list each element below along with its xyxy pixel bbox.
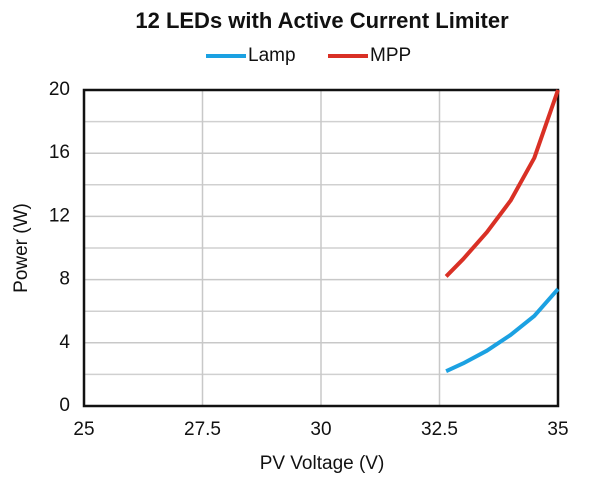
x-axis-label: PV Voltage (V) — [260, 453, 385, 474]
y-tick-label: 4 — [59, 332, 70, 353]
legend-label: MPP — [370, 45, 411, 66]
x-tick-label: 25 — [73, 419, 94, 440]
x-tick-label: 35 — [547, 419, 568, 440]
y-axis-label: Power (W) — [11, 203, 32, 293]
series-line — [445, 287, 560, 374]
series-line — [444, 89, 560, 278]
x-tick-label: 27.5 — [184, 419, 221, 440]
plot-frame — [82, 88, 560, 408]
y-tick-label: 0 — [59, 395, 70, 416]
y-tick-label: 20 — [49, 79, 70, 100]
legend-label: Lamp — [248, 45, 296, 66]
y-tick-label: 16 — [49, 142, 70, 163]
chart-title: 12 LEDs with Active Current Limiter — [135, 8, 509, 33]
y-tick-label: 12 — [49, 205, 70, 226]
x-tick-label: 30 — [310, 419, 331, 440]
y-tick-label: 8 — [59, 269, 70, 290]
x-tick-label: 32.5 — [421, 419, 458, 440]
